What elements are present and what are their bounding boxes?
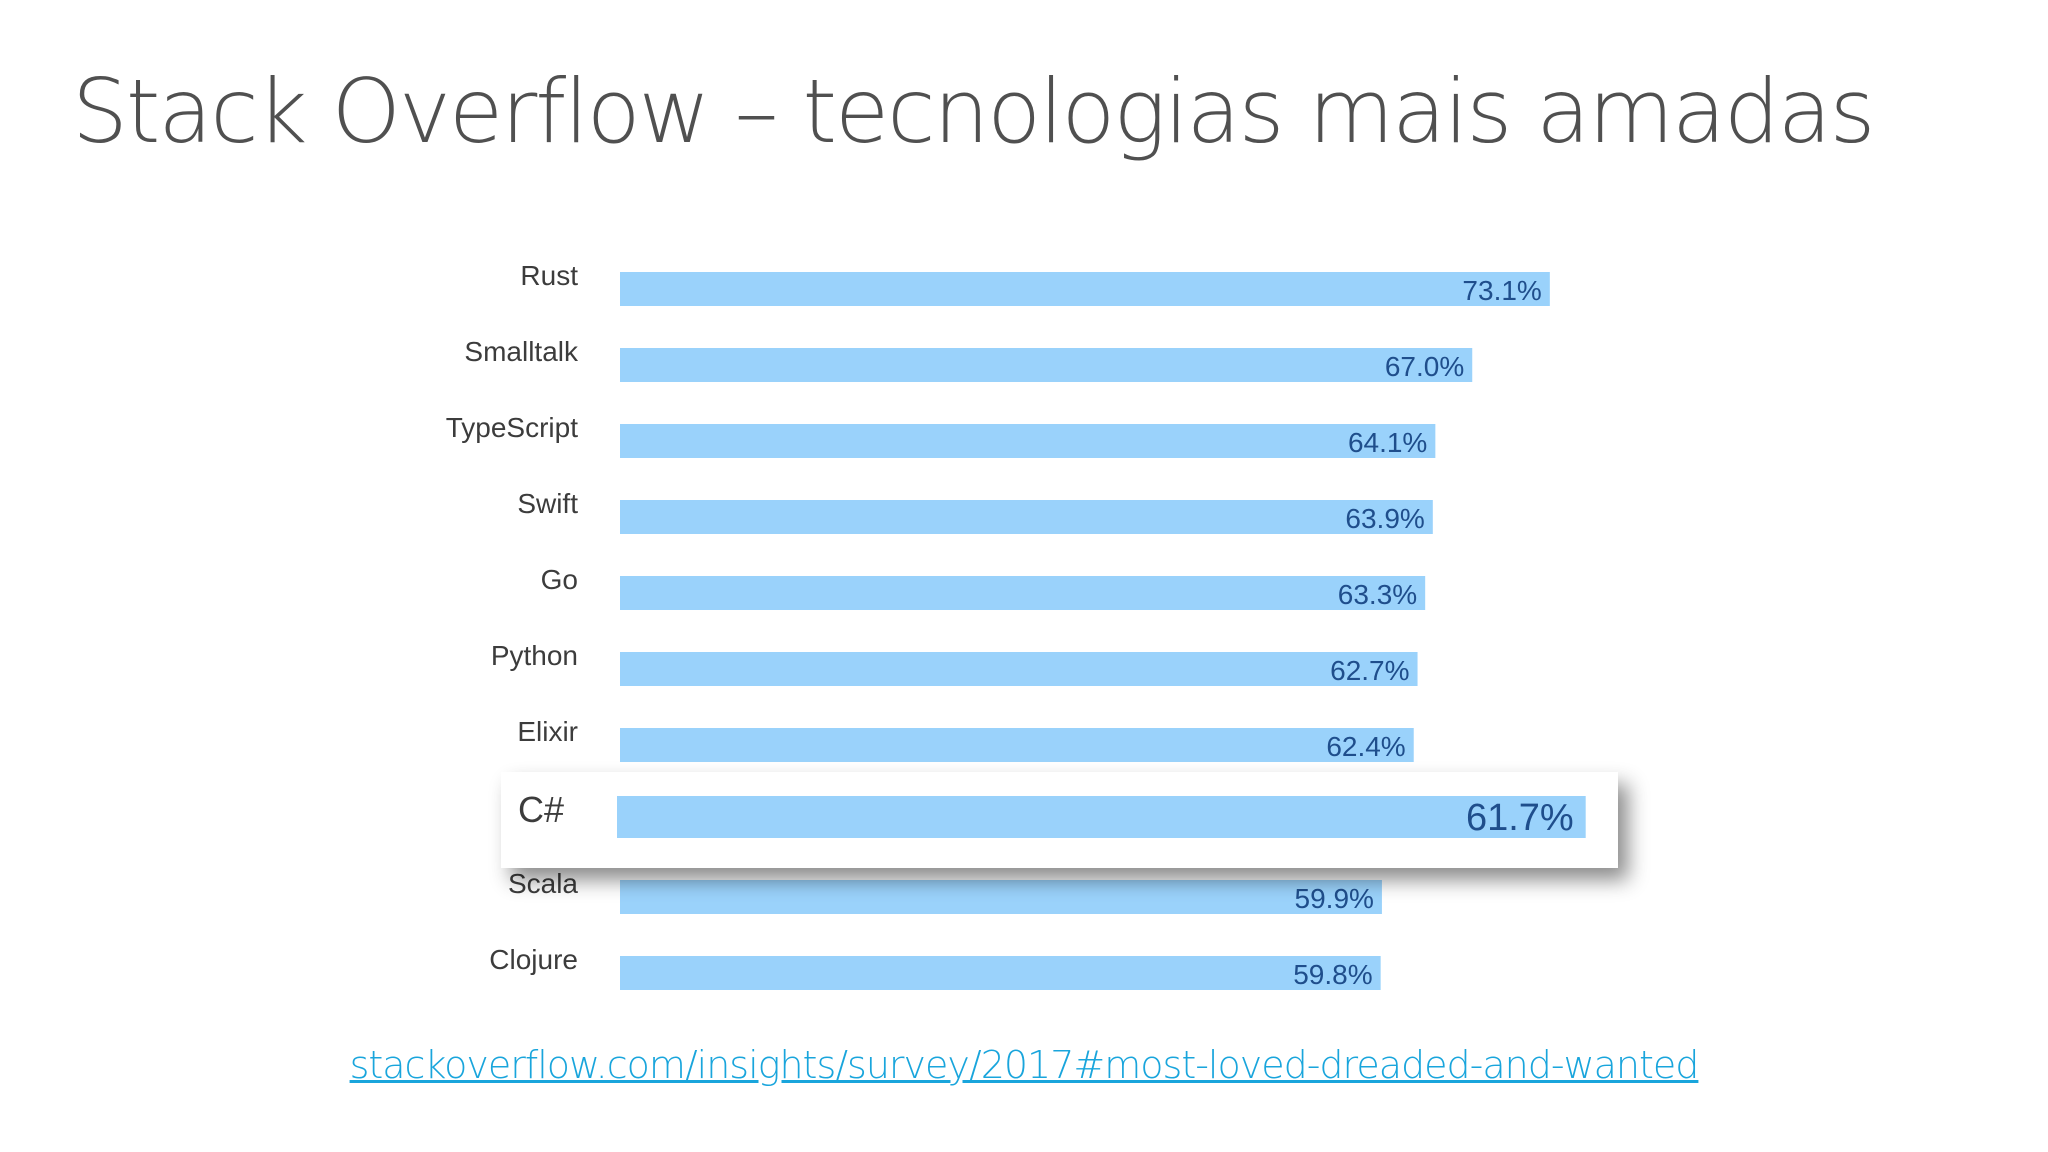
- source-link[interactable]: stackoverflow.com/insights/survey/2017#m…: [349, 1043, 1700, 1087]
- category-label-go: Go: [541, 564, 578, 595]
- bar-c-sharp: [617, 796, 1586, 838]
- bar-python: [620, 652, 1418, 686]
- category-label-smalltalk: Smalltalk: [464, 336, 579, 367]
- value-label-swift: 63.9%: [1345, 503, 1424, 534]
- value-label-c-sharp: 61.7%: [1466, 797, 1574, 839]
- value-label-typescript: 64.1%: [1348, 427, 1427, 458]
- category-label-scala: Scala: [508, 868, 578, 899]
- category-label-clojure: Clojure: [489, 944, 578, 975]
- category-label-python: Python: [491, 640, 578, 671]
- category-label-swift: Swift: [517, 488, 578, 519]
- value-label-python: 62.7%: [1330, 655, 1409, 686]
- bar-scala: [620, 880, 1382, 914]
- value-label-scala: 59.9%: [1295, 883, 1374, 914]
- bar-smalltalk: [620, 348, 1473, 382]
- bar-typescript: [620, 424, 1436, 458]
- bar-go: [620, 576, 1426, 610]
- bar-chart: Rust 73.1% Smalltalk 67.0% TypeScript 64.1% Sw…: [446, 260, 1618, 990]
- value-label-clojure: 59.8%: [1293, 959, 1372, 990]
- bar-elixir: [620, 728, 1414, 762]
- value-label-go: 63.3%: [1338, 579, 1417, 610]
- category-label-typescript: TypeScript: [446, 412, 578, 443]
- bar-swift: [620, 500, 1433, 534]
- value-label-rust: 73.1%: [1462, 275, 1541, 306]
- value-label-smalltalk: 67.0%: [1385, 351, 1464, 382]
- bar-clojure: [620, 956, 1381, 990]
- bar-rust: [620, 272, 1550, 306]
- category-label-elixir: Elixir: [517, 716, 578, 747]
- category-label-c-sharp: C#: [518, 789, 564, 830]
- value-label-elixir: 62.4%: [1326, 731, 1405, 762]
- category-label-rust: Rust: [520, 260, 578, 291]
- slide-title: Stack Overflow – tecnologias mais amadas: [72, 60, 1876, 163]
